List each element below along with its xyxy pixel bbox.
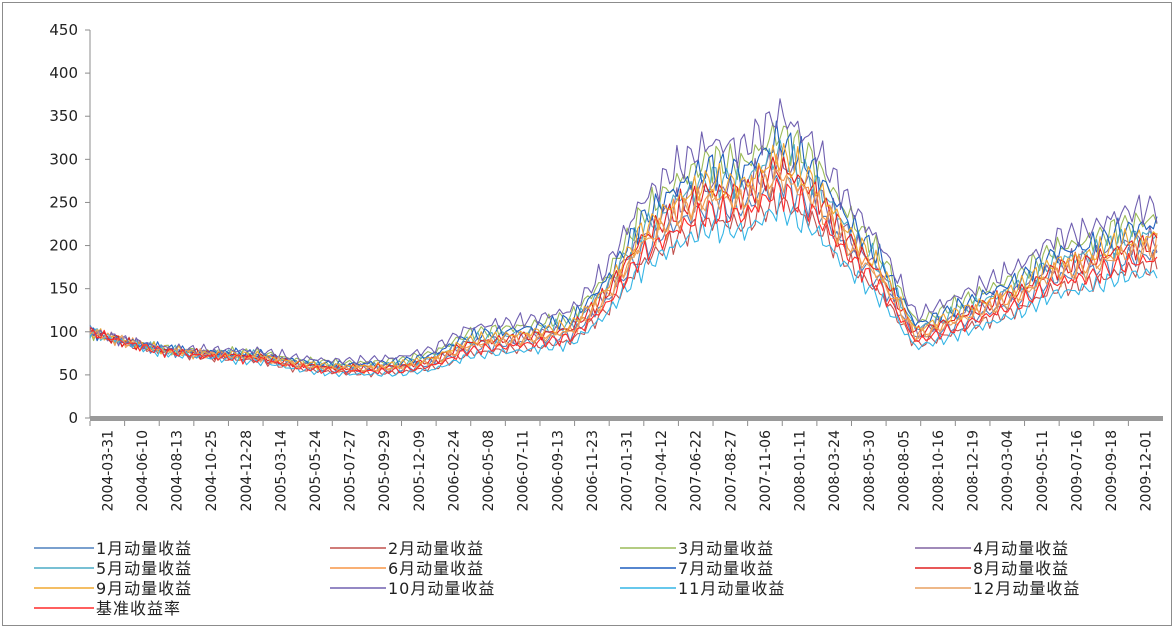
series-line [89, 120, 1158, 369]
x-tick-label: 2004-10-25 [204, 430, 220, 511]
x-tick-label: 2006-05-08 [481, 430, 497, 511]
x-tick-label: 2005-03-14 [273, 430, 289, 511]
legend-label: 6月动量收益 [388, 559, 484, 578]
x-tick-label: 2005-07-27 [343, 430, 359, 511]
x-tick-label: 2009-12-01 [1139, 430, 1155, 511]
x-tick-label: 2008-05-30 [862, 430, 878, 511]
x-tick-label: 2006-09-13 [550, 430, 566, 511]
legend-label: 5月动量收益 [96, 559, 192, 578]
y-tick-label: 450 [49, 21, 78, 39]
x-tick-label: 2007-08-27 [723, 430, 739, 511]
legend-label: 10月动量收益 [388, 579, 495, 598]
x-tick-label: 2005-09-29 [377, 430, 393, 511]
x-tick-label: 2008-03-24 [827, 430, 843, 511]
y-tick-label: 0 [68, 409, 78, 427]
x-tick-label: 2007-04-12 [654, 430, 670, 511]
x-tick-label: 2006-07-11 [516, 430, 532, 511]
x-tick-label: 2005-12-09 [412, 430, 428, 511]
x-axis: 2004-03-31 2004-06-10 2004-08-13 2004-10-25… [89, 416, 1163, 511]
series-line [89, 174, 1158, 374]
series-line [89, 156, 1158, 372]
legend-label: 基准收益率 [96, 599, 181, 618]
x-tick-label: 2007-01-31 [620, 430, 636, 511]
y-tick-label: 250 [49, 193, 78, 211]
x-tick-label: 2004-03-31 [100, 430, 116, 511]
y-tick-label: 100 [49, 323, 78, 341]
series-line [89, 168, 1158, 375]
x-tick-label: 2009-03-04 [1000, 430, 1016, 511]
y-tick-label: 50 [59, 366, 78, 384]
x-tick-label: 2004-06-10 [135, 430, 151, 511]
y-tick-label: 350 [49, 107, 78, 125]
x-tick-label: 2004-12-28 [239, 430, 255, 511]
series-line [89, 178, 1158, 375]
y-tick-label: 200 [49, 237, 78, 255]
series-line [89, 98, 1158, 366]
legend: 1月动量收益 2月动量收益 3月动量收益 4月动量收益 5月动量收益 6月动量收益 7月动量… [34, 539, 1080, 618]
x-tick-label: 2009-07-16 [1069, 430, 1085, 511]
y-tick-label: 150 [49, 280, 78, 298]
x-tick-label: 2006-02-24 [446, 430, 462, 511]
legend-label: 7月动量收益 [678, 559, 774, 578]
legend-label: 11月动量收益 [678, 579, 785, 598]
legend-label: 2月动量收益 [388, 539, 484, 558]
plot-series [89, 98, 1158, 378]
x-tick-label: 2008-12-19 [966, 430, 982, 511]
legend-label: 12月动量收益 [973, 579, 1080, 598]
x-tick-label: 2006-11-23 [585, 430, 601, 511]
y-tick-label: 400 [49, 64, 78, 82]
legend-label: 1月动量收益 [96, 539, 192, 558]
series-line [89, 192, 1158, 378]
legend-label: 3月动量收益 [678, 539, 774, 558]
x-tick-label: 2005-05-24 [308, 430, 324, 511]
series-line [89, 139, 1158, 370]
x-tick-label: 2009-05-11 [1035, 430, 1051, 511]
y-axis: 0 50 100 150 200 250 300 350 400 450 [49, 21, 91, 427]
legend-label: 9月动量收益 [96, 579, 192, 598]
x-tick-label: 2004-08-13 [170, 430, 186, 511]
x-axis-line [90, 416, 1163, 421]
legend-label: 8月动量收益 [973, 559, 1069, 578]
series-line [89, 122, 1158, 367]
legend-label: 4月动量收益 [973, 539, 1069, 558]
series-line [89, 143, 1158, 371]
x-tick-label: 2009-09-18 [1104, 430, 1120, 511]
x-tick-label: 2007-11-06 [758, 430, 774, 511]
x-tick-label: 2008-01-11 [793, 430, 809, 511]
x-tick-label: 2008-08-05 [896, 430, 912, 511]
x-tick-label: 2007-06-22 [689, 430, 705, 511]
y-tick-label: 300 [49, 150, 78, 168]
x-tick-label: 2008-10-16 [931, 430, 947, 511]
